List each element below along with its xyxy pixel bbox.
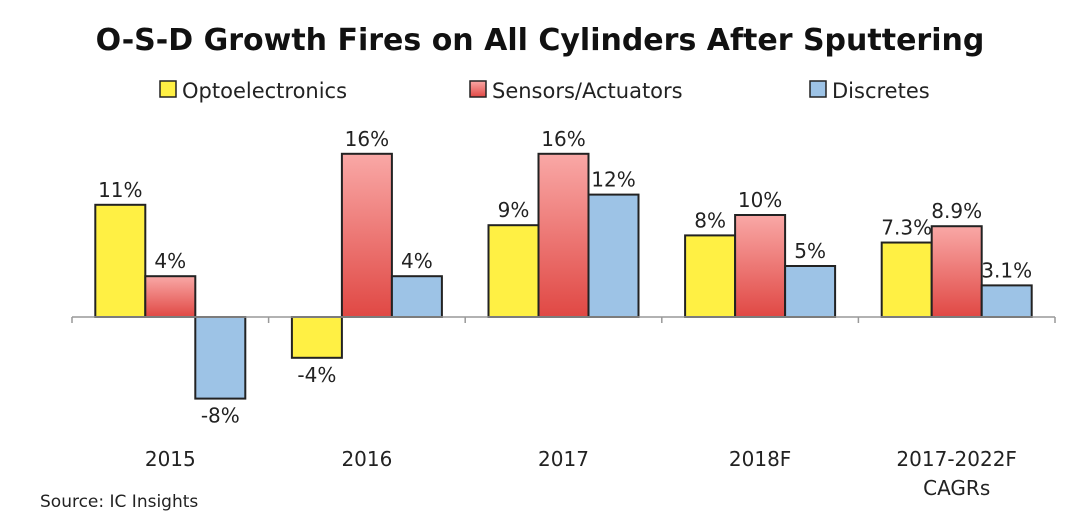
data-label: 9%	[498, 198, 530, 222]
data-label: 10%	[738, 188, 782, 212]
data-label: 16%	[541, 127, 585, 151]
data-label: 5%	[794, 239, 826, 263]
legend-swatch	[469, 80, 487, 98]
data-label: -4%	[297, 363, 336, 387]
category-label: 2017-2022F	[896, 447, 1017, 471]
bars: 11%4%-8%2015-4%16%4%20169%16%12%20178%10…	[94, 127, 1033, 500]
legend-label: Optoelectronics	[182, 79, 347, 103]
category-label: CAGRs	[923, 476, 990, 500]
data-label: 8.9%	[931, 199, 982, 223]
bar	[94, 203, 147, 318]
data-label: 4%	[154, 249, 186, 273]
category-label: 2016	[341, 447, 392, 471]
category-label: 2018F	[729, 447, 791, 471]
bar	[340, 152, 393, 318]
bar	[194, 316, 247, 400]
legend-swatch	[159, 80, 177, 98]
data-label: 7.3%	[881, 216, 932, 240]
category-label: 2017	[538, 447, 589, 471]
legend-swatch	[809, 80, 827, 98]
bar	[734, 214, 787, 318]
data-label: 12%	[591, 168, 635, 192]
bar	[390, 275, 443, 319]
bar	[930, 225, 983, 318]
legend: Optoelectronics Sensors/Actuators Discrete…	[159, 79, 930, 103]
category-label: 2015	[145, 447, 196, 471]
x-axis	[71, 316, 1056, 323]
bar	[487, 224, 540, 318]
data-label: 3.1%	[981, 258, 1032, 282]
bar	[290, 316, 343, 359]
bar	[144, 275, 197, 319]
legend-label: Sensors/Actuators	[492, 79, 683, 103]
source-note: Source: IC Insights	[40, 492, 198, 512]
bar	[784, 265, 837, 318]
chart-title: O-S-D Growth Fires on All Cylinders Afte…	[96, 23, 985, 58]
data-label: 8%	[694, 208, 726, 232]
bar	[880, 241, 933, 318]
bar	[684, 234, 737, 318]
bar	[587, 193, 640, 319]
legend-label: Discretes	[832, 79, 930, 103]
data-label: 11%	[98, 178, 142, 202]
data-label: 4%	[401, 249, 433, 273]
bar	[537, 152, 590, 318]
bar	[980, 284, 1033, 319]
data-label: -8%	[201, 404, 240, 428]
data-label: 16%	[345, 127, 389, 151]
